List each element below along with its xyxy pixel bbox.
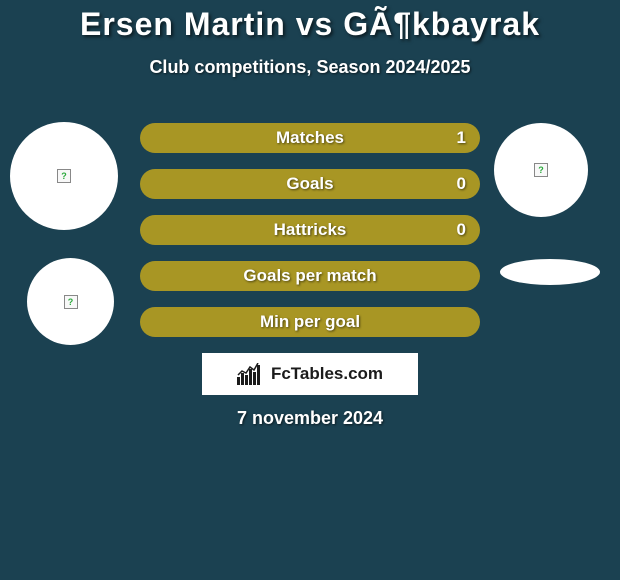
stat-bars: Matches1Goals0Hattricks0Goals per matchM… [140,123,480,353]
stat-label: Min per goal [140,312,480,332]
stat-label: Matches [140,128,480,148]
stat-right-value: 1 [457,128,466,148]
stat-bar: Goals0 [140,169,480,199]
placeholder-image-icon: ? [64,295,78,309]
player-left-avatar-2: ? [27,258,114,345]
stat-label: Goals per match [140,266,480,286]
comparison-infographic: Ersen Martin vs GÃ¶kbayrak Club competit… [0,0,620,580]
page-subtitle: Club competitions, Season 2024/2025 [0,57,620,78]
brand-name: FcTables.com [271,364,383,384]
stat-bar: Min per goal [140,307,480,337]
player-right-shadow-ellipse [500,259,600,285]
brand-footer: FcTables.com [202,353,418,395]
stat-bar: Matches1 [140,123,480,153]
player-right-avatar-1: ? [494,123,588,217]
stat-label: Goals [140,174,480,194]
stat-bar: Hattricks0 [140,215,480,245]
placeholder-image-icon: ? [57,169,71,183]
fctables-logo-icon [237,363,265,385]
page-title: Ersen Martin vs GÃ¶kbayrak [0,0,620,43]
stat-bar: Goals per match [140,261,480,291]
infographic-date: 7 november 2024 [0,408,620,429]
player-left-avatar-1: ? [10,122,118,230]
stat-label: Hattricks [140,220,480,240]
stat-right-value: 0 [457,220,466,240]
stat-right-value: 0 [457,174,466,194]
placeholder-image-icon: ? [534,163,548,177]
